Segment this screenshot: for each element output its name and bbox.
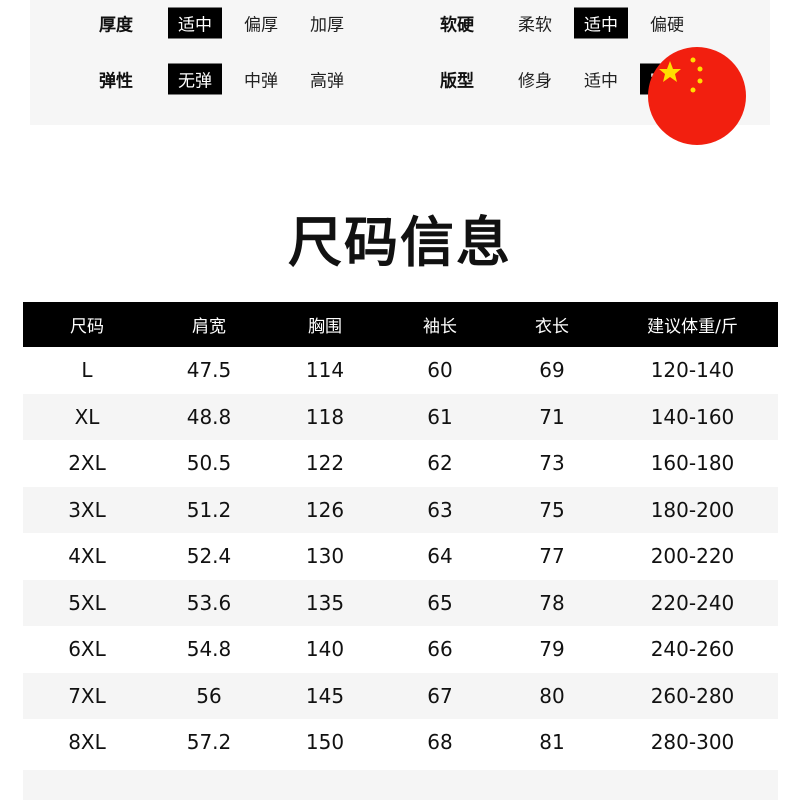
table-cell: 118 bbox=[305, 404, 345, 429]
table-cell: 47.5 bbox=[186, 358, 232, 383]
table-cell: 145 bbox=[305, 683, 345, 708]
table-cell: XL bbox=[74, 404, 100, 429]
table-row: 3XL 51.2 126 63 75 180-200 bbox=[23, 486, 778, 533]
table-cell: 140 bbox=[305, 637, 345, 662]
attribute-option: 中弹 bbox=[244, 71, 278, 92]
table-cell: 52.4 bbox=[186, 544, 232, 569]
china-flag-icon bbox=[648, 47, 746, 145]
table-cell: 50.5 bbox=[186, 451, 232, 476]
table-cell: 240-260 bbox=[650, 637, 735, 662]
table-cell: 78 bbox=[539, 590, 565, 615]
attribute-option: 偏厚 bbox=[244, 15, 278, 36]
table-row: 8XL 57.2 150 68 81 280-300 bbox=[23, 719, 778, 766]
table-cell: 140-160 bbox=[650, 404, 735, 429]
table-cell: 81 bbox=[539, 730, 565, 755]
table-cell: 220-240 bbox=[650, 590, 735, 615]
table-cell: 6XL bbox=[68, 637, 106, 662]
table-cell: 79 bbox=[539, 637, 565, 662]
table-cell: 71 bbox=[539, 404, 565, 429]
attribute-option: 偏硬 bbox=[650, 15, 684, 36]
attribute-option: 修身 bbox=[518, 71, 552, 92]
table-footer-strip bbox=[23, 770, 778, 800]
table-cell: 280-300 bbox=[650, 730, 735, 755]
table-cell: 126 bbox=[305, 497, 345, 522]
fabric-attributes-panel bbox=[30, 0, 770, 125]
table-cell: 114 bbox=[305, 358, 345, 383]
table-row: 7XL 56 145 67 80 260-280 bbox=[23, 672, 778, 719]
table-row: XL 48.8 118 61 71 140-160 bbox=[23, 393, 778, 440]
table-cell: 8XL bbox=[68, 730, 106, 755]
table-cell: 4XL bbox=[68, 544, 106, 569]
table-cell: 135 bbox=[305, 590, 345, 615]
table-cell: 54.8 bbox=[186, 637, 232, 662]
big-star bbox=[659, 61, 681, 82]
table-cell: 56 bbox=[196, 683, 222, 708]
table-cell: 77 bbox=[539, 544, 565, 569]
table-cell: 180-200 bbox=[650, 497, 735, 522]
table-cell: 5XL bbox=[68, 590, 106, 615]
table-cell: 73 bbox=[539, 451, 565, 476]
attribute-label: 版型 bbox=[440, 71, 474, 92]
column-header: 尺码 bbox=[70, 317, 104, 337]
table-cell: 65 bbox=[427, 590, 453, 615]
column-header: 衣长 bbox=[535, 317, 569, 337]
table-row: L 47.5 114 60 69 120-140 bbox=[23, 347, 778, 394]
table-cell: 160-180 bbox=[650, 451, 735, 476]
table-cell: 57.2 bbox=[186, 730, 232, 755]
table-cell: 68 bbox=[427, 730, 453, 755]
size-table: 尺码 肩宽 胸围 袖长 衣长 建议体重/斤 L 47.5 114 60 69 120-140 XL 48.… bbox=[23, 302, 778, 766]
table-cell: 48.8 bbox=[186, 404, 232, 429]
table-cell: L bbox=[81, 358, 93, 383]
table-cell: 62 bbox=[427, 451, 453, 476]
table-cell: 53.6 bbox=[186, 590, 232, 615]
table-cell: 150 bbox=[305, 730, 345, 755]
table-header: 尺码 肩宽 胸围 袖长 衣长 建议体重/斤 bbox=[23, 302, 778, 347]
table-row: 6XL 54.8 140 66 79 240-260 bbox=[23, 626, 778, 673]
table-cell: 60 bbox=[427, 358, 453, 383]
table-cell: 63 bbox=[427, 497, 453, 522]
column-header: 建议体重/斤 bbox=[647, 317, 738, 337]
table-cell: 64 bbox=[427, 544, 453, 569]
attribute-label: 软硬 bbox=[440, 15, 474, 36]
attribute-option: 柔软 bbox=[518, 15, 552, 36]
attribute-label: 弹性 bbox=[99, 71, 133, 92]
table-cell: 61 bbox=[427, 404, 453, 429]
table-cell: 69 bbox=[539, 358, 565, 383]
table-cell: 260-280 bbox=[650, 683, 735, 708]
attribute-option: 适中 bbox=[584, 71, 618, 92]
attribute-label: 厚度 bbox=[99, 15, 133, 36]
table-cell: 122 bbox=[305, 451, 345, 476]
column-header: 肩宽 bbox=[192, 317, 226, 337]
column-header: 胸围 bbox=[308, 317, 342, 337]
table-row: 4XL 52.4 130 64 77 200-220 bbox=[23, 533, 778, 580]
table-cell: 7XL bbox=[68, 683, 106, 708]
attribute-option-selected: 无弹 bbox=[168, 63, 222, 95]
table-cell: 75 bbox=[539, 497, 565, 522]
table-cell: 80 bbox=[539, 683, 565, 708]
table-cell: 3XL bbox=[68, 497, 106, 522]
page-title: 尺码信息 bbox=[288, 211, 512, 274]
table-cell: 67 bbox=[427, 683, 453, 708]
table-cell: 2XL bbox=[68, 451, 106, 476]
attribute-option-selected: 适中 bbox=[574, 7, 628, 39]
attribute-option: 加厚 bbox=[310, 15, 344, 36]
table-cell: 120-140 bbox=[650, 358, 735, 383]
column-header: 袖长 bbox=[423, 317, 457, 337]
table-cell: 66 bbox=[427, 637, 453, 662]
table-cell: 200-220 bbox=[650, 544, 735, 569]
attribute-option: 高弹 bbox=[310, 71, 344, 92]
table-cell: 51.2 bbox=[186, 497, 232, 522]
attribute-option-selected: 适中 bbox=[168, 7, 222, 39]
table-cell: 130 bbox=[305, 544, 345, 569]
table-row: 5XL 53.6 135 65 78 220-240 bbox=[23, 579, 778, 626]
table-row: 2XL 50.5 122 62 73 160-180 bbox=[23, 440, 778, 487]
